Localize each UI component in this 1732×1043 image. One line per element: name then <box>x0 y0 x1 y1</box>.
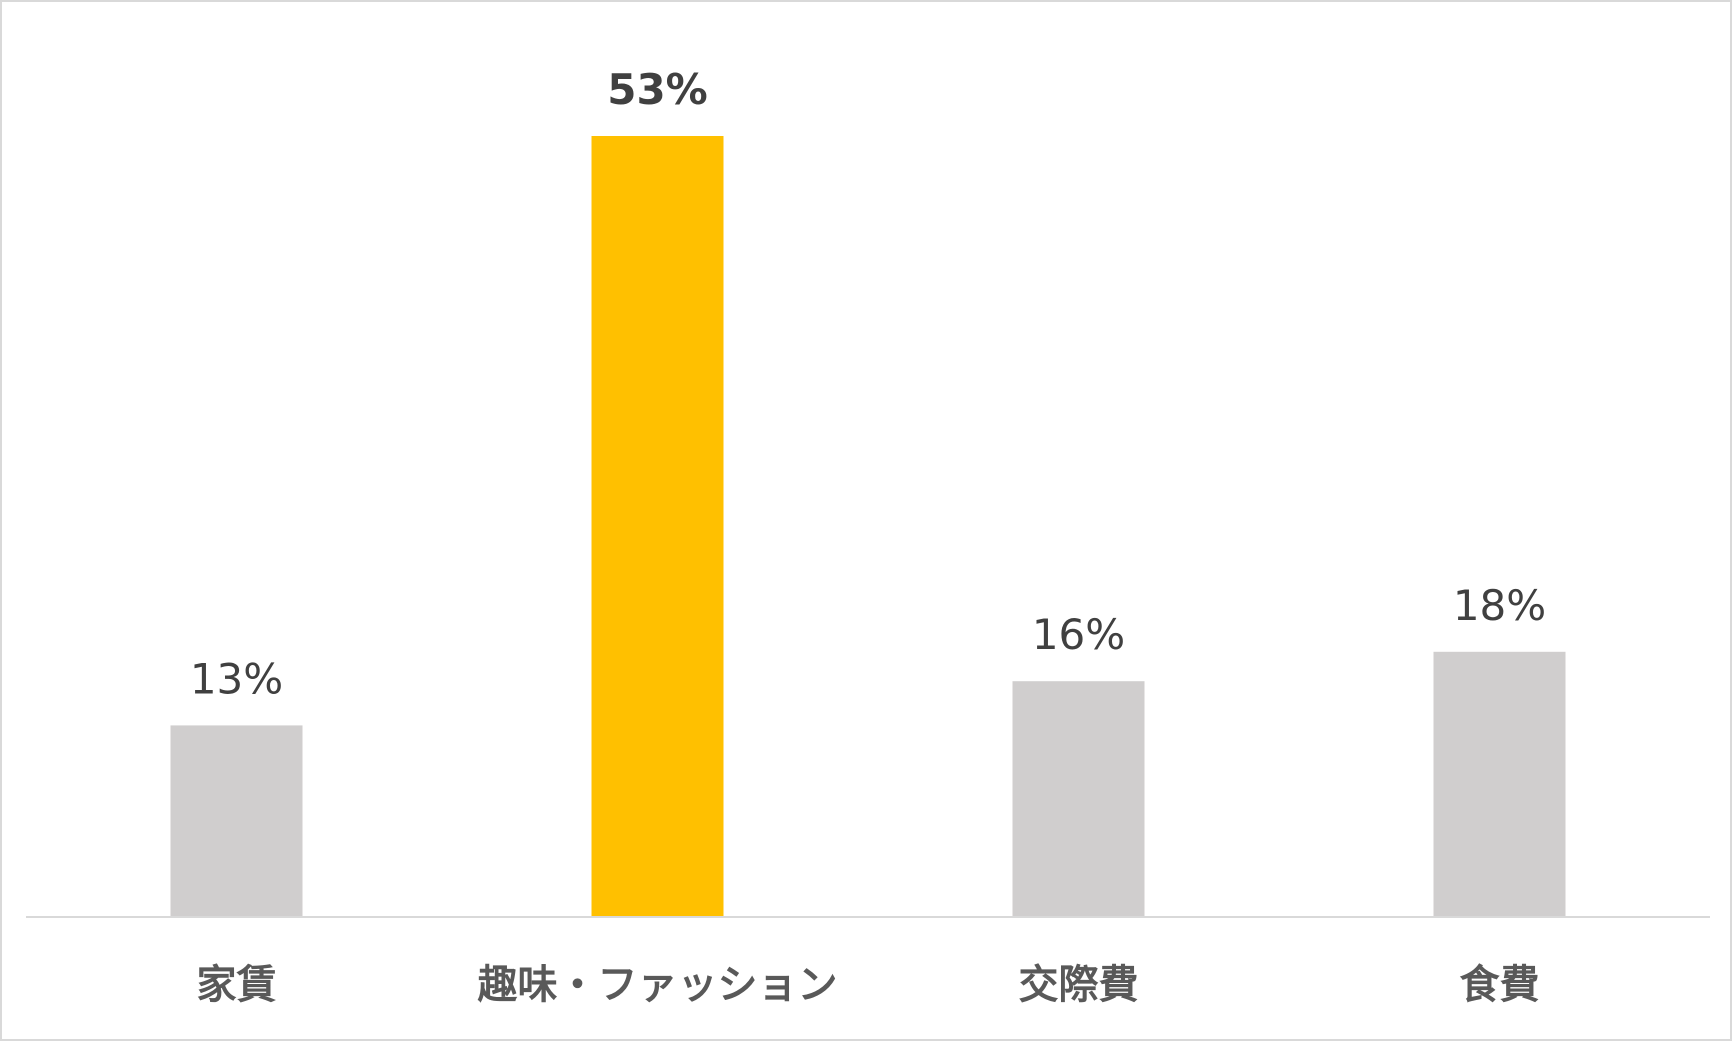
data-labels-group: 13% 53% 16% 18% <box>190 65 1546 703</box>
category-label-4: 食費 <box>1460 962 1540 1008</box>
category-labels-group: 家賃 趣味・ファッション 交際費 食費 <box>197 962 1540 1008</box>
bar-3 <box>1012 681 1145 917</box>
data-label-4: 18% <box>1453 581 1546 630</box>
category-label-2: 趣味・ファッション <box>478 962 838 1008</box>
bar-1 <box>170 725 303 917</box>
data-label-3: 16% <box>1032 610 1125 659</box>
data-label-2: 53% <box>607 65 708 114</box>
data-label-1: 13% <box>190 654 283 703</box>
category-label-3: 交際費 <box>1019 962 1139 1008</box>
bar-2 <box>591 136 724 917</box>
category-label-1: 家賃 <box>197 962 277 1008</box>
bar-4 <box>1433 651 1566 917</box>
bars-group <box>170 136 1566 917</box>
